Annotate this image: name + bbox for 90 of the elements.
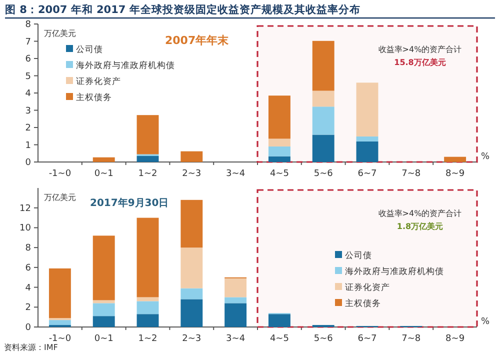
bar bbox=[92, 316, 115, 327]
bar bbox=[268, 146, 290, 156]
bar bbox=[136, 314, 159, 327]
bar bbox=[92, 303, 115, 316]
bar bbox=[356, 136, 378, 142]
y-tick-label: 10 bbox=[20, 224, 32, 234]
y-tick-label: 8 bbox=[25, 244, 32, 254]
legend-label: 主权债务 bbox=[345, 298, 381, 309]
x-tick-label: 2~3 bbox=[182, 169, 202, 179]
legend-label: 海外政府与准政府机构债 bbox=[345, 266, 444, 277]
y-tick-label: 6 bbox=[25, 263, 32, 274]
bar bbox=[224, 278, 247, 298]
x-tick-label: 2~3 bbox=[182, 334, 202, 344]
annotation: 收益率>4%的资产合计 bbox=[378, 45, 462, 54]
bar bbox=[312, 134, 334, 162]
bar bbox=[356, 82, 378, 136]
x-tick-label: 7~8 bbox=[402, 169, 421, 179]
legend-label: 公司债 bbox=[345, 250, 372, 261]
y-tick-label: 12 bbox=[20, 204, 31, 214]
y-tick-label: 0 bbox=[25, 158, 32, 168]
annotation: 15.8万亿美元 bbox=[394, 57, 446, 67]
bar bbox=[92, 157, 115, 162]
text: 资料来源：IMF bbox=[4, 343, 58, 352]
y-tick-label: 4 bbox=[25, 283, 32, 294]
bar bbox=[136, 218, 159, 298]
bar bbox=[444, 156, 466, 162]
y-tick-label: 2 bbox=[25, 303, 31, 314]
y-tick-label: 6 bbox=[25, 54, 32, 64]
annotation: 2007年年末 bbox=[165, 34, 230, 47]
y-tick-label: 0 bbox=[25, 323, 32, 333]
bar bbox=[268, 314, 290, 327]
bar bbox=[312, 90, 334, 107]
bar bbox=[180, 288, 203, 300]
bar bbox=[180, 248, 203, 288]
annotation: 2017年9月30日 bbox=[90, 197, 169, 209]
x-tick-label: 1~2 bbox=[138, 169, 158, 179]
y-tick-label: 5 bbox=[25, 72, 31, 82]
y-axis-title: 万亿美元 bbox=[44, 29, 76, 38]
legend-label: 证券化资产 bbox=[345, 282, 390, 293]
annotation: 收益率>4%的资产合计 bbox=[378, 209, 462, 218]
bar bbox=[224, 297, 247, 304]
x-tick-label: 5~6 bbox=[314, 169, 334, 179]
y-tick-label: 3 bbox=[25, 106, 31, 116]
bar bbox=[224, 303, 247, 327]
bar bbox=[268, 156, 290, 162]
legend-label: 海外政府与准政府机构债 bbox=[76, 60, 175, 71]
y-axis-title: 万亿美元 bbox=[44, 193, 76, 202]
x-tick-label: 6~7 bbox=[358, 334, 377, 344]
x-tick-label: 5~6 bbox=[314, 334, 334, 344]
x-tick-label: -1~0 bbox=[48, 169, 72, 179]
x-tick-label: 0~1 bbox=[94, 334, 114, 344]
x-tick-label: 1~2 bbox=[138, 334, 158, 344]
bar bbox=[136, 156, 159, 162]
bar bbox=[92, 236, 115, 300]
x-tick-label: -1~0 bbox=[48, 334, 72, 344]
x-tick-label: 8~9 bbox=[446, 169, 465, 179]
legend-label: 公司债 bbox=[76, 44, 103, 55]
chart-title: 图 8：2007 年和 2017 年全球投资级固定收益资产规模及其收益率分布 bbox=[5, 3, 360, 16]
bar bbox=[48, 320, 71, 326]
x-tick-label: 8~9 bbox=[446, 334, 465, 344]
legend-label: 主权债务 bbox=[76, 92, 112, 103]
x-axis-title: % bbox=[481, 317, 490, 327]
bar bbox=[268, 138, 290, 146]
y-tick-label: 7 bbox=[25, 37, 31, 48]
bar bbox=[136, 297, 159, 302]
x-axis-title: % bbox=[481, 152, 490, 162]
bar bbox=[136, 301, 159, 314]
bar bbox=[180, 151, 203, 162]
x-tick-label: 7~8 bbox=[402, 334, 421, 344]
x-tick-label: 4~5 bbox=[270, 334, 289, 344]
y-tick-label: 1 bbox=[25, 140, 31, 151]
bar bbox=[356, 141, 378, 162]
x-tick-label: 6~7 bbox=[358, 169, 377, 179]
x-tick-label: 3~4 bbox=[226, 334, 246, 344]
x-tick-label: 0~1 bbox=[94, 169, 114, 179]
bar bbox=[136, 115, 159, 154]
y-tick-label: 2 bbox=[25, 124, 31, 134]
y-tick-label: 4 bbox=[25, 89, 32, 99]
bar bbox=[268, 96, 290, 139]
y-tick-label: 8 bbox=[25, 20, 32, 30]
legend-label: 证券化资产 bbox=[76, 76, 121, 87]
x-tick-label: 3~4 bbox=[226, 169, 246, 179]
bar bbox=[312, 40, 334, 91]
bar bbox=[92, 300, 115, 304]
bar bbox=[180, 299, 203, 327]
bar bbox=[312, 106, 334, 135]
bar bbox=[180, 200, 203, 248]
bar bbox=[48, 268, 71, 318]
x-tick-label: 4~5 bbox=[270, 169, 289, 179]
annotation: 1.8万亿美元 bbox=[396, 221, 444, 231]
